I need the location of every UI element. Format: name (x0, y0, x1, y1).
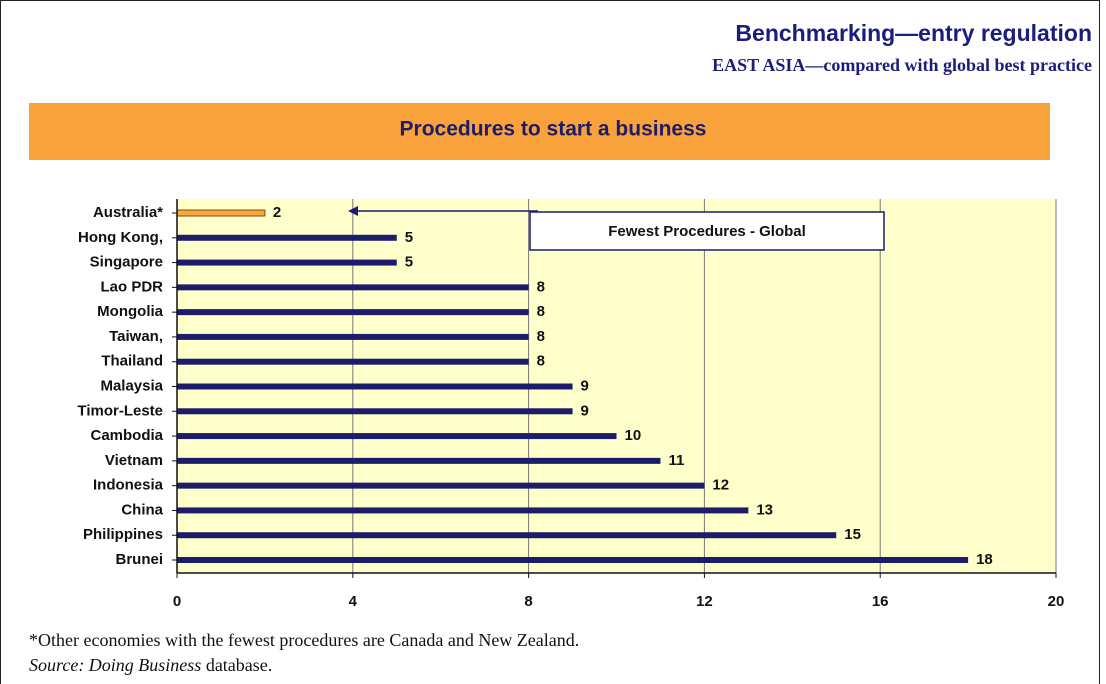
annotation-box (529, 211, 885, 251)
value-label: 10 (625, 427, 642, 444)
source-title: Source: Doing Business (29, 655, 201, 675)
value-label: 5 (405, 229, 413, 246)
category-label: Lao PDR (100, 278, 163, 295)
bars: 2 5 5 8 8 8 8 9 9 10 11 12 13 15 18 (176, 204, 993, 568)
bar (177, 284, 529, 291)
x-tick-label: 0 (173, 593, 181, 610)
bar (177, 333, 529, 340)
category-label: Indonesia (93, 477, 164, 494)
bar (177, 457, 661, 464)
value-label: 8 (537, 303, 545, 320)
bar (177, 482, 705, 489)
category-label: Mongolia (97, 303, 163, 320)
category-label: Philippines (83, 526, 163, 543)
value-label: 2 (273, 204, 281, 221)
bar (177, 259, 397, 266)
category-label: Taiwan, (109, 328, 163, 345)
value-label: 8 (537, 353, 545, 370)
bar (177, 408, 573, 415)
value-label: 18 (976, 551, 993, 568)
category-label: Thailand (101, 353, 163, 370)
category-label: Malaysia (100, 377, 163, 394)
value-label: 15 (844, 526, 861, 543)
value-label: 5 (405, 254, 413, 271)
x-tick-label: 12 (696, 593, 713, 610)
x-tick-label: 16 (872, 593, 889, 610)
source-rest: database. (206, 655, 272, 675)
title: Benchmarking—entry regulation (735, 20, 1092, 46)
bar (177, 532, 837, 539)
category-label: Vietnam (105, 452, 163, 469)
bar (177, 383, 573, 390)
subtitle: EAST ASIA—compared with global best prac… (712, 55, 1092, 75)
category-label: Singapore (90, 254, 163, 271)
footnote: *Other economies with the fewest procedu… (29, 630, 579, 650)
x-tick-label: 20 (1048, 593, 1065, 610)
value-label: 8 (537, 328, 545, 345)
value-label: 13 (756, 501, 773, 518)
chart-title: Procedures to start a business (400, 118, 707, 141)
category-label: Cambodia (90, 427, 163, 444)
bar (177, 507, 749, 514)
bar (177, 358, 529, 365)
value-label: 9 (581, 402, 589, 419)
bar (177, 309, 529, 316)
value-label: 8 (537, 278, 545, 295)
x-tick-label: 4 (349, 593, 358, 610)
source: Source: Doing Business database. (29, 655, 272, 675)
category-label: Hong Kong, (78, 229, 163, 246)
bar (177, 557, 969, 563)
category-label: Australia* (93, 204, 163, 221)
annotation: Fewest Procedures - Global (608, 223, 806, 240)
value-label: 9 (581, 377, 589, 394)
value-label: 11 (668, 452, 684, 469)
x-tick-label: 8 (524, 593, 532, 610)
value-label: 12 (712, 477, 729, 494)
bar (177, 433, 617, 440)
category-label: China (121, 501, 163, 518)
bar (177, 234, 397, 241)
category-label: Brunei (115, 551, 163, 568)
banner (29, 103, 1050, 160)
arrow-head (348, 206, 358, 216)
bar (176, 209, 266, 217)
category-label: Timor-Leste (77, 402, 163, 419)
